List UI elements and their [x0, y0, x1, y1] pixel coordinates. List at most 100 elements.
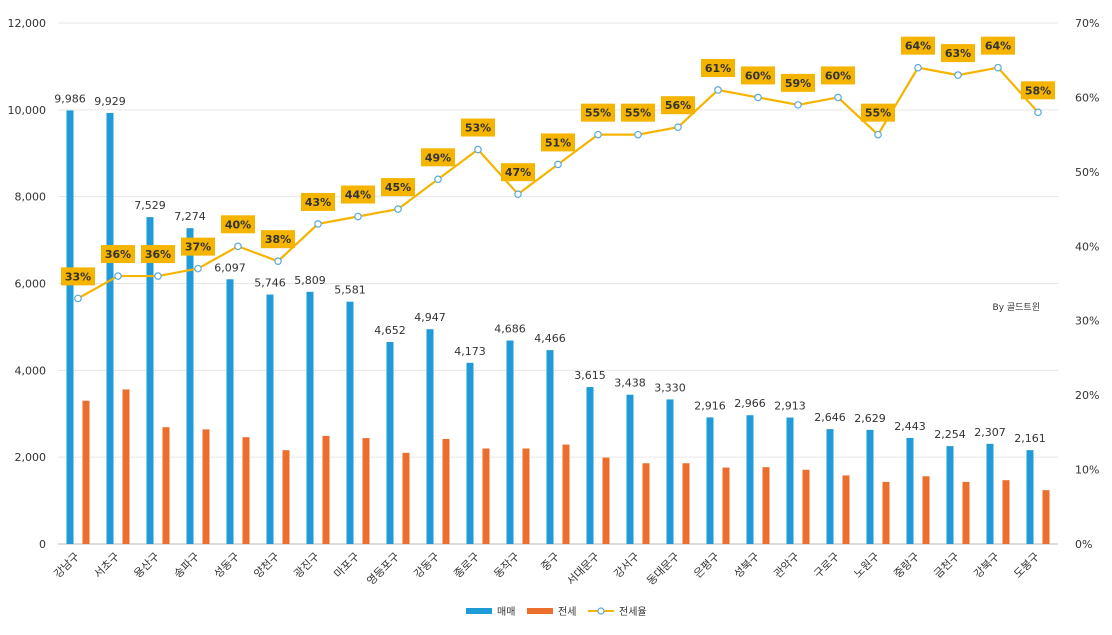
rate-label: 51% [545, 136, 571, 149]
bar-value-label: 3,330 [654, 381, 686, 394]
bar-jeonse [722, 467, 730, 544]
bar-sale [186, 228, 194, 544]
rate-label: 60% [825, 69, 851, 82]
x-tick-label: 용산구 [131, 550, 162, 581]
bar-jeonse [402, 452, 410, 544]
rate-label: 53% [465, 122, 491, 135]
x-tick-label: 강북구 [971, 550, 1002, 581]
x-tick-label: 강동구 [411, 550, 442, 581]
bar-sale [946, 446, 954, 544]
legend-marker-rate [597, 607, 605, 615]
bar-value-label: 2,254 [934, 428, 966, 441]
bar-value-label: 2,646 [814, 411, 846, 424]
x-tick-label: 서대문구 [564, 550, 602, 588]
line-point [754, 93, 762, 102]
bar-jeonse [1002, 480, 1010, 544]
bar-jeonse [1042, 490, 1050, 544]
bar-jeonse [282, 450, 290, 544]
rate-label-box [541, 133, 575, 152]
y-right-tick-label: 30% [1075, 315, 1099, 328]
bar-sale [826, 429, 834, 544]
rate-label-box [861, 103, 895, 122]
x-tick-label: 강남구 [51, 550, 82, 581]
bar-sale [426, 329, 434, 544]
rate-label-box [741, 66, 775, 85]
rate-label-box [901, 36, 935, 55]
rate-label: 64% [985, 40, 1011, 53]
bar-value-label: 9,986 [54, 92, 86, 105]
bar-sale [706, 417, 714, 544]
rate-label-box [501, 163, 535, 182]
line-point [1034, 108, 1042, 117]
rate-label: 64% [905, 40, 931, 53]
y-left-tick-label: 0 [39, 538, 46, 551]
rate-label: 60% [745, 69, 771, 82]
line-point [434, 175, 442, 184]
rate-label: 33% [65, 270, 91, 283]
bar-jeonse [82, 400, 90, 544]
rate-label: 36% [145, 248, 171, 261]
x-tick-label: 영등포구 [364, 550, 402, 588]
line-point [114, 272, 122, 280]
y-right-tick-label: 0% [1075, 538, 1092, 551]
rate-label: 59% [785, 77, 811, 90]
rate-label-box [381, 178, 415, 197]
line-point [234, 242, 242, 251]
y-left-tick-label: 4,000 [15, 364, 47, 377]
rate-label: 58% [1025, 84, 1051, 97]
bar-jeonse [522, 448, 530, 544]
x-tick-label: 종로구 [451, 550, 482, 581]
bar-value-label: 5,746 [254, 277, 286, 290]
bar-value-label: 2,629 [854, 412, 886, 425]
y-right-tick-label: 40% [1075, 240, 1099, 253]
bar-jeonse [762, 467, 770, 544]
rate-label-box [461, 118, 495, 137]
bar-jeonse [802, 469, 810, 544]
bar-sale [906, 437, 914, 544]
bar-sale [306, 291, 314, 544]
rate-label-box [621, 103, 655, 122]
line-point [834, 93, 842, 102]
line-point [194, 264, 202, 273]
bar-jeonse [122, 389, 130, 544]
rate-label-box [661, 96, 695, 115]
bar-value-label: 2,443 [894, 420, 926, 433]
bar-sale [786, 417, 794, 544]
bar-jeonse [602, 457, 610, 544]
bar-jeonse [842, 475, 850, 544]
bar-jeonse [962, 481, 970, 544]
bar-jeonse [242, 437, 250, 544]
bar-value-label: 2,161 [1014, 432, 1046, 445]
rate-label: 47% [505, 166, 531, 179]
bar-value-label: 4,652 [374, 324, 406, 337]
rate-label: 40% [225, 218, 251, 231]
bar-sale [626, 394, 634, 544]
x-tick-label: 동작구 [491, 550, 522, 581]
y-right-tick-label: 50% [1075, 166, 1099, 179]
line-point [714, 86, 722, 94]
line-point [914, 63, 922, 72]
y-right-tick-label: 60% [1075, 91, 1099, 104]
x-tick-label: 중랑구 [891, 550, 922, 581]
bar-sale [746, 415, 754, 544]
line-point [634, 130, 642, 139]
x-tick-label: 도봉구 [1011, 550, 1042, 581]
bar-jeonse [922, 476, 930, 544]
y-right-tick-label: 10% [1075, 464, 1099, 477]
annotation-text: By 골드트윈 [993, 302, 1040, 313]
rate-label-box [221, 215, 255, 234]
bar-sale [266, 294, 274, 544]
bar-sale [346, 301, 354, 544]
line-point [554, 160, 562, 169]
rate-label: 36% [105, 248, 131, 261]
bar-jeonse [482, 448, 490, 544]
line-point [394, 205, 402, 213]
rate-label-box [941, 44, 975, 63]
rate-label-box [101, 245, 135, 264]
x-tick-label: 관악구 [771, 550, 802, 581]
y-left-tick-label: 12,000 [8, 17, 47, 30]
rate-label: 55% [625, 107, 651, 120]
bar-value-label: 2,916 [694, 399, 726, 412]
y-left-tick-label: 8,000 [15, 191, 47, 204]
